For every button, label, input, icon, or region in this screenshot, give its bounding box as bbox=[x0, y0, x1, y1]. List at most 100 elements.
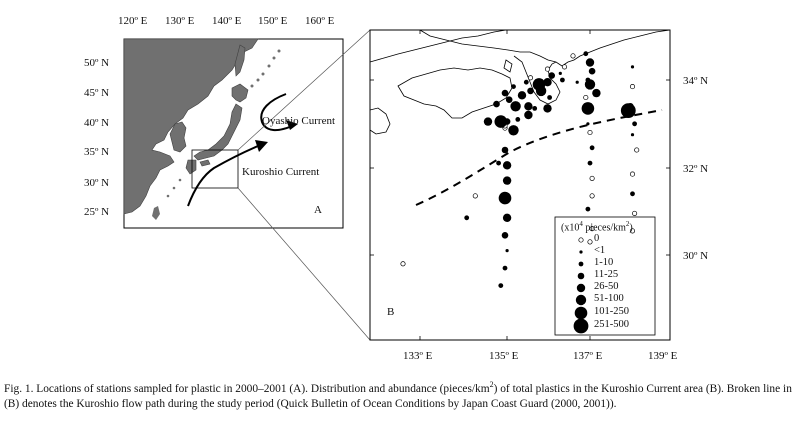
station-marker bbox=[400, 261, 406, 267]
zoom-connector-top bbox=[237, 29, 371, 151]
station-marker bbox=[630, 65, 635, 69]
station-marker bbox=[483, 117, 493, 126]
caption-part2: ) of total plastics in the Kuroshio Curr… bbox=[4, 382, 792, 410]
station-marker bbox=[589, 145, 595, 151]
station-marker bbox=[587, 129, 593, 136]
map-b-lon-label-137: 137º E bbox=[573, 350, 603, 362]
station-marker bbox=[494, 115, 508, 128]
oyashio-current-label: Oyashio Current bbox=[262, 115, 336, 127]
map-b-ticks bbox=[370, 30, 670, 340]
map-a-honshu bbox=[193, 103, 243, 161]
station-marker bbox=[527, 75, 534, 81]
legend-title-exp2: 2 bbox=[625, 220, 630, 228]
map-a-sakhalin bbox=[234, 44, 246, 77]
legend-title: (x104 pieces/km2) bbox=[561, 220, 633, 233]
legend-label-4: 26-50 bbox=[594, 281, 619, 292]
figure-caption: Fig. 1. Locations of stations sampled fo… bbox=[4, 377, 796, 412]
station-marker bbox=[501, 146, 509, 154]
map-a-lat-label-50: 50º N bbox=[84, 57, 110, 69]
station-marker bbox=[620, 103, 636, 118]
map-a-study-area-box bbox=[191, 149, 239, 189]
station-marker bbox=[498, 191, 512, 205]
map-b-lon-label-133: 133º E bbox=[403, 350, 433, 362]
station-marker bbox=[630, 191, 635, 197]
station-marker bbox=[505, 249, 509, 253]
map-a-hokkaido bbox=[231, 83, 249, 103]
station-marker bbox=[589, 175, 595, 181]
map-a-korea bbox=[169, 121, 187, 153]
station-marker bbox=[544, 66, 551, 72]
station-marker bbox=[524, 110, 533, 120]
station-marker bbox=[498, 283, 504, 288]
legend-title-suffix: ) bbox=[629, 222, 633, 234]
station-marker bbox=[548, 72, 555, 79]
map-b-lat-label-30: 30º N bbox=[683, 250, 709, 262]
station-marker bbox=[629, 84, 636, 90]
station-marker bbox=[502, 265, 508, 271]
map-a-lon-label-140: 140º E bbox=[212, 15, 242, 27]
station-marker bbox=[586, 122, 590, 126]
map-a-lon-label-120: 120º E bbox=[118, 15, 148, 27]
map-a-kuril-islands bbox=[250, 49, 281, 88]
oyashio-current-arrow bbox=[260, 93, 293, 132]
station-marker bbox=[558, 71, 562, 75]
station-marker bbox=[629, 228, 636, 234]
legend-title-prefix: (x10 bbox=[561, 222, 580, 234]
station-marker bbox=[496, 160, 501, 166]
legend-marker bbox=[573, 318, 589, 334]
legend-marker bbox=[576, 283, 586, 293]
station-marker bbox=[632, 121, 637, 127]
station-marker bbox=[501, 232, 509, 239]
station-marker bbox=[535, 85, 547, 97]
map-a-lat-label-30: 30º N bbox=[84, 177, 110, 189]
station-marker bbox=[629, 171, 636, 177]
map-b-coastline-kyushu bbox=[369, 107, 391, 135]
station-marker bbox=[517, 91, 527, 100]
map-b-lon-label-139: 139º E bbox=[648, 350, 678, 362]
station-marker bbox=[632, 210, 638, 216]
station-marker bbox=[510, 101, 521, 112]
station-marker bbox=[589, 226, 595, 232]
legend-label-7: 251-500 bbox=[594, 319, 629, 330]
station-marker bbox=[575, 80, 579, 84]
kuroshio-current-arrow bbox=[187, 145, 259, 207]
legend-marker bbox=[578, 261, 584, 267]
station-marker bbox=[587, 160, 593, 166]
legend-marker bbox=[579, 250, 583, 254]
map-a-taiwan bbox=[152, 206, 160, 220]
legend-label-3: 11-25 bbox=[594, 269, 619, 280]
station-marker bbox=[560, 77, 565, 83]
legend-box bbox=[554, 216, 656, 336]
map-a-lon-label-130: 130º E bbox=[165, 15, 195, 27]
legend-markers bbox=[573, 237, 589, 334]
station-marker bbox=[472, 193, 478, 199]
zoom-connector-bottom bbox=[237, 187, 371, 341]
kuroshio-current-label: Kuroshio Current bbox=[242, 166, 320, 178]
map-b-lat-label-32: 32º N bbox=[683, 163, 709, 175]
map-a-kyushu bbox=[185, 159, 197, 175]
station-marker bbox=[532, 106, 538, 111]
station-marker bbox=[524, 102, 533, 111]
caption-part1: Fig. 1. Locations of stations sampled fo… bbox=[4, 382, 490, 395]
legend-title-mid: pieces/km bbox=[582, 222, 626, 234]
station-marker bbox=[587, 239, 593, 245]
station-marker bbox=[634, 147, 640, 153]
caption-sup: 2 bbox=[489, 380, 494, 389]
station-marker bbox=[581, 102, 595, 115]
legend-label-1: <1 bbox=[594, 245, 606, 256]
station-marker bbox=[502, 176, 512, 185]
station-marker bbox=[583, 51, 589, 57]
legend-label-0: 0 bbox=[594, 233, 600, 244]
station-marker bbox=[588, 67, 596, 75]
map-b-lon-label-135: 135º E bbox=[489, 350, 519, 362]
station-marker bbox=[493, 100, 500, 108]
legend-label-6: 101-250 bbox=[594, 306, 629, 317]
legend-marker bbox=[574, 306, 588, 320]
station-marker bbox=[502, 161, 512, 170]
station-marker bbox=[511, 84, 516, 89]
map-a-lat-label-40: 40º N bbox=[84, 117, 110, 129]
legend-marker bbox=[577, 272, 585, 280]
map-a-lon-label-160: 160º E bbox=[305, 15, 335, 27]
map-a-panel-label: A bbox=[314, 204, 322, 216]
map-a-ryukyu-islands bbox=[166, 178, 182, 198]
